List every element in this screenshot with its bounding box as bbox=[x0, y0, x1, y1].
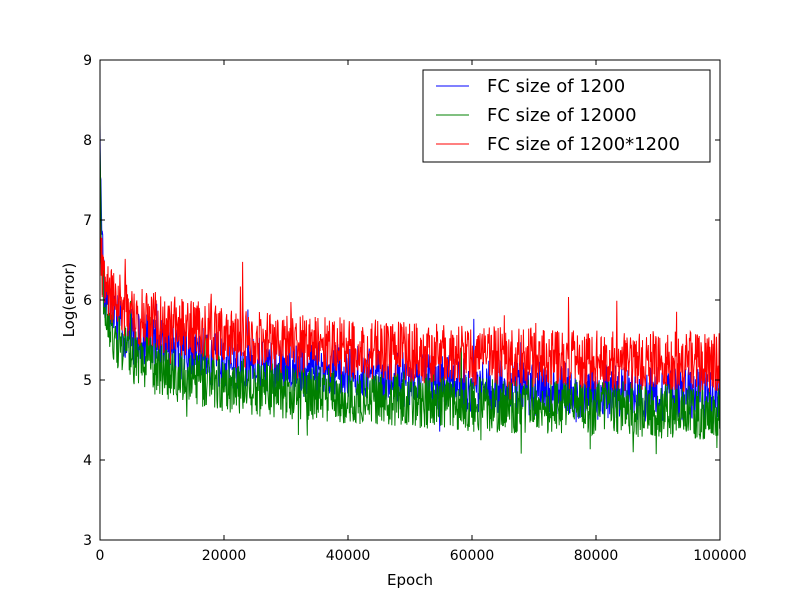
y-tick-label: 6 bbox=[83, 293, 92, 309]
y-tick-label: 8 bbox=[83, 133, 92, 149]
x-tick-label: 40000 bbox=[326, 548, 371, 564]
y-tick-label: 9 bbox=[83, 53, 92, 69]
x-tick-label: 100000 bbox=[693, 548, 746, 564]
axis-ticks: 0 20000 40000 60000 80000 100000 3 4 5 6 7 8 9 bbox=[83, 53, 747, 564]
x-tick-label: 80000 bbox=[574, 548, 619, 564]
x-tick-label: 20000 bbox=[202, 548, 247, 564]
y-tick-label: 3 bbox=[83, 533, 92, 549]
x-axis-label: Epoch bbox=[387, 571, 433, 589]
y-tick-label: 5 bbox=[83, 373, 92, 389]
series-lines bbox=[99, 123, 721, 455]
x-tick-label: 60000 bbox=[450, 548, 495, 564]
legend-box bbox=[422, 69, 711, 163]
legend-label: FC size of 12000 bbox=[487, 105, 637, 126]
y-axis-label: Log(error) bbox=[60, 263, 78, 338]
y-tick-label: 4 bbox=[83, 453, 92, 469]
legend-label: FC size of 1200 bbox=[487, 76, 625, 97]
legend: FC size of 1200 FC size of 12000 FC size o… bbox=[422, 69, 711, 163]
x-tick-label: 0 bbox=[96, 548, 105, 564]
legend-label: FC size of 1200*1200 bbox=[487, 134, 680, 155]
series-line-3 bbox=[99, 219, 721, 400]
y-tick-label: 7 bbox=[83, 213, 92, 229]
series-line-2 bbox=[99, 147, 721, 455]
